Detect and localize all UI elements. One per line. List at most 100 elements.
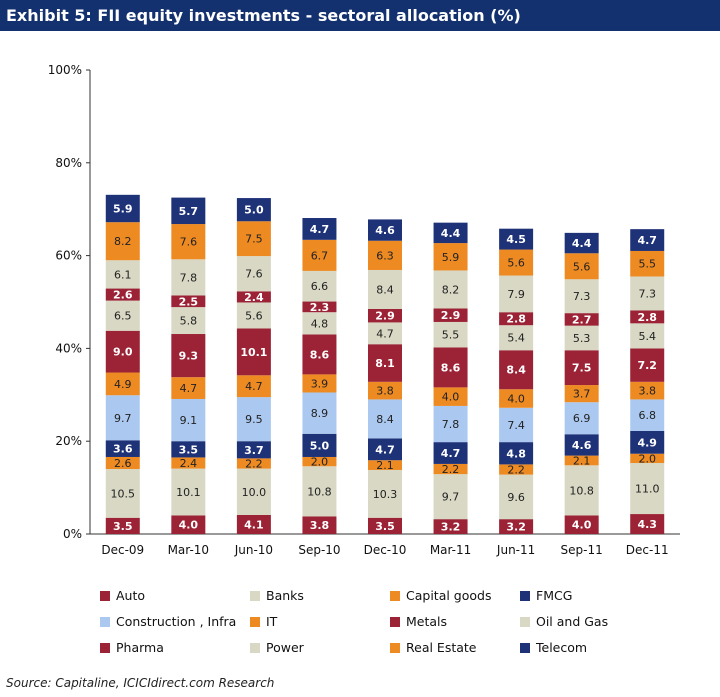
- bar-segment: [236, 291, 271, 303]
- data-label: 6.3: [376, 249, 394, 262]
- bar-segment: [368, 399, 402, 439]
- legend-item: Oil and Gas: [520, 614, 608, 629]
- bar-segment: [499, 519, 534, 534]
- data-label: 7.8: [180, 271, 198, 284]
- bar-segment: [105, 469, 140, 518]
- bar-segment: [368, 517, 402, 534]
- bar-segment: [236, 468, 271, 515]
- legend-label: Real Estate: [406, 640, 477, 655]
- data-label: 4.8: [311, 317, 329, 330]
- data-label: 7.4: [507, 419, 525, 432]
- data-label: 10.1: [176, 486, 201, 499]
- data-label: 5.3: [573, 332, 591, 345]
- data-label: 6.7: [311, 249, 329, 262]
- legend-swatch: [520, 643, 530, 653]
- bar-stack: 4.0 10.1 2.43.5 9.1 4.7 9.3 5.8 2.5 7.8 7.6 5.7: [171, 197, 206, 534]
- data-label: 4.9: [637, 436, 657, 449]
- bar-segment: [630, 323, 665, 349]
- legend-label: Banks: [266, 588, 304, 603]
- y-tick-label: 40%: [55, 341, 82, 355]
- bar-segment: [236, 256, 271, 292]
- x-tick-label: Sep-11: [561, 543, 603, 557]
- x-tick-label: Jun-10: [234, 543, 273, 557]
- legend-label: Pharma: [116, 640, 164, 655]
- x-tick-label: Mar-10: [168, 543, 209, 557]
- data-label: 6.8: [638, 409, 656, 422]
- bar-segment: [171, 197, 206, 225]
- legend-swatch: [520, 617, 530, 627]
- data-label: 4.1: [244, 518, 264, 531]
- bar-segment: [171, 441, 206, 458]
- data-label: 8.4: [376, 413, 394, 426]
- stacked-bar-chart: 0%20%40%60%80%100%3.510.52.63.69.74.99.0…: [48, 63, 680, 557]
- bar-segment: [368, 219, 402, 241]
- legend-item: FMCG: [520, 588, 572, 603]
- data-label: 9.7: [442, 491, 460, 504]
- bar-segment: [171, 307, 206, 335]
- data-label: 8.2: [442, 283, 460, 296]
- legend-item: Auto: [100, 588, 145, 603]
- legend-swatch: [250, 617, 260, 627]
- legend-label: Auto: [116, 588, 146, 603]
- legend-item: IT: [250, 614, 277, 629]
- data-label: 10.8: [307, 485, 332, 498]
- bar-segment: [433, 405, 468, 443]
- data-label: 4.7: [180, 382, 198, 395]
- bar-segment: [302, 218, 337, 240]
- data-label: 4.0: [179, 519, 199, 532]
- bar-segment: [368, 344, 402, 382]
- data-label: 8.9: [311, 407, 329, 420]
- bar-segment: [499, 350, 534, 390]
- bar-segment: [171, 515, 206, 534]
- legend-label: Oil and Gas: [536, 614, 609, 629]
- bar-segment: [499, 312, 534, 326]
- bar-segment: [368, 438, 402, 461]
- legend-swatch: [390, 591, 400, 601]
- data-label: 2.1: [573, 454, 591, 467]
- data-label: 7.5: [245, 233, 263, 246]
- legend-swatch: [250, 591, 260, 601]
- bar-segment: [499, 389, 534, 408]
- bar-segment: [630, 514, 665, 534]
- legend-label: Telecom: [536, 640, 588, 655]
- data-label: 9.0: [113, 346, 133, 359]
- legend-label: Construction , Infra: [116, 614, 237, 629]
- data-label: 5.6: [573, 260, 591, 273]
- data-label: 2.2: [245, 457, 263, 470]
- data-label: 5.9: [442, 251, 460, 264]
- data-label: 3.7: [573, 388, 591, 401]
- bar-segment: [433, 347, 468, 388]
- bar-segment: [630, 250, 665, 277]
- data-label: 2.9: [375, 310, 395, 323]
- bar-segment: [499, 464, 534, 475]
- bar-segment: [368, 469, 402, 518]
- data-label: 2.1: [376, 459, 394, 472]
- bar-stack: 4.1 10.0 2.23.7 9.5 4.7 10.1 5.6 2.4 7.6 7.5 5.0: [236, 198, 271, 534]
- bar-segment: [105, 260, 140, 289]
- legend-label: Power: [266, 640, 304, 655]
- data-label: 7.8: [442, 418, 460, 431]
- bar-segment: [368, 240, 402, 270]
- bar-segment: [564, 515, 599, 534]
- data-label: 3.7: [244, 444, 264, 457]
- bar-segment: [105, 300, 140, 331]
- data-label: 2.0: [638, 452, 656, 465]
- data-label: 5.4: [638, 330, 656, 343]
- bar-segment: [302, 456, 337, 467]
- data-label: 4.6: [572, 439, 592, 452]
- data-label: 4.7: [375, 443, 395, 456]
- data-label: 10.8: [569, 484, 594, 497]
- data-label: 2.6: [113, 289, 133, 302]
- data-label: 8.6: [441, 361, 461, 374]
- data-label: 9.5: [245, 413, 263, 426]
- bar-segment: [564, 232, 599, 254]
- data-label: 4.7: [376, 327, 394, 340]
- bar-segment: [564, 350, 599, 386]
- bar-segment: [433, 519, 468, 534]
- bar-segment: [302, 516, 337, 534]
- data-label: 3.2: [441, 521, 461, 534]
- bar-segment: [236, 397, 271, 442]
- data-label: 6.6: [311, 280, 329, 293]
- data-label: 10.5: [111, 487, 136, 500]
- data-label: 10.1: [240, 346, 267, 359]
